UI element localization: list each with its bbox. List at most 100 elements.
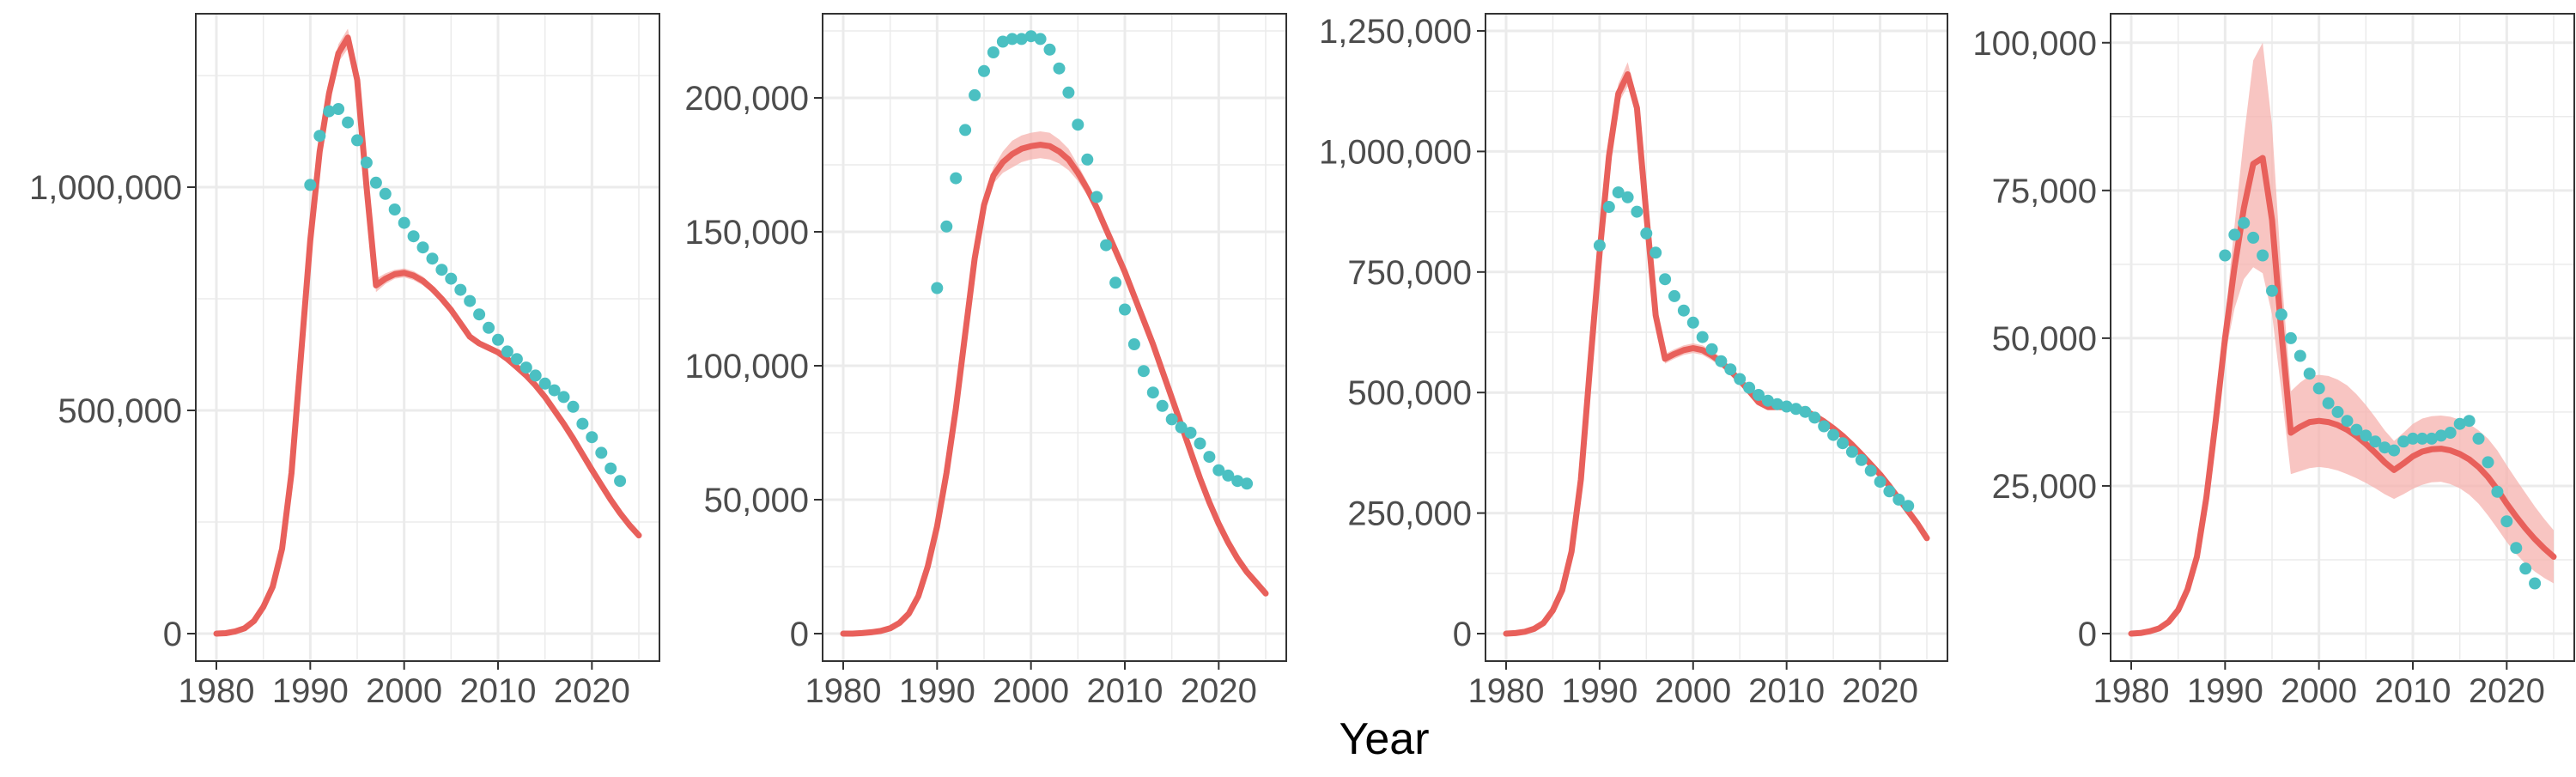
y-tick-label: 0 [1453, 616, 1472, 653]
x-tick-label: 2020 [2469, 672, 2545, 710]
observed-point [576, 417, 589, 430]
observed-point [1119, 303, 1131, 316]
x-tick-label: 2000 [366, 672, 442, 710]
observed-point [1724, 363, 1737, 376]
observed-point [614, 475, 627, 488]
observed-point [2266, 284, 2278, 297]
observed-point [2247, 231, 2260, 244]
observed-point [931, 282, 944, 294]
observed-point [2453, 417, 2466, 430]
observed-point [1593, 239, 1606, 252]
observed-point [1100, 239, 1113, 252]
observed-point [1043, 43, 1056, 56]
observed-point [483, 321, 495, 334]
y-tick-label: 1,000,000 [1319, 133, 1472, 171]
observed-point [1677, 304, 1690, 317]
observed-point [492, 333, 504, 346]
x-tick-label: 2020 [1181, 672, 1257, 710]
observed-point [1034, 33, 1047, 46]
observed-point [2500, 515, 2513, 528]
observed-point [1837, 437, 1849, 450]
observed-point [969, 88, 981, 101]
observed-point [1602, 201, 1615, 213]
observed-point [1789, 403, 1802, 416]
observed-point [2257, 249, 2269, 262]
x-tick-label: 1980 [805, 672, 882, 710]
x-tick-label: 2010 [460, 672, 537, 710]
observed-point [2415, 432, 2428, 445]
observed-point [2472, 432, 2485, 445]
observed-point [1734, 373, 1747, 385]
observed-point [1631, 205, 1643, 218]
observed-point [1231, 475, 1244, 488]
observed-point [2360, 429, 2372, 442]
observed-point [464, 294, 477, 307]
y-tick-label: 500,000 [1347, 374, 1472, 412]
observed-point [2228, 228, 2241, 241]
observed-point [2331, 405, 2344, 418]
observed-point [1184, 427, 1197, 439]
observed-point [510, 353, 523, 366]
x-tick-label: 2010 [1748, 672, 1825, 710]
observed-point [1165, 413, 1178, 426]
observed-point [351, 134, 363, 147]
observed-point [1696, 331, 1709, 343]
panel-border [1485, 13, 1948, 662]
observed-point [2303, 367, 2316, 380]
observed-point [2379, 441, 2391, 454]
observed-point [1715, 355, 1728, 367]
observed-point [1621, 191, 1634, 203]
observed-point [1893, 493, 1905, 506]
y-tick-label: 100,000 [684, 348, 809, 385]
observed-point [1091, 191, 1103, 203]
observed-point [1053, 62, 1066, 75]
observed-point [538, 377, 551, 390]
panel-1: 1980 1990 2000 2010 2020 0 500,000 1,000,000 [29, 13, 660, 710]
observed-point [407, 230, 420, 243]
panel-4: 1980 1990 2000 2010 2020 0 25,000 50,000 75,000 1… [1972, 13, 2575, 710]
observed-point [987, 46, 999, 58]
observed-point [379, 187, 392, 200]
observed-point [1855, 453, 1868, 466]
x-tick-label: 2020 [554, 672, 630, 710]
y-tick-label: 750,000 [1347, 254, 1472, 292]
observed-point [2510, 542, 2523, 555]
observed-point [2284, 331, 2297, 344]
x-tick-label: 1990 [2187, 672, 2263, 710]
panel-border [822, 13, 1287, 662]
observed-point [2238, 216, 2251, 229]
observed-point [1203, 451, 1216, 464]
x-tick-label: 2020 [1842, 672, 1918, 710]
observed-point [2397, 435, 2410, 448]
observed-point [1743, 381, 1756, 394]
observed-point [959, 124, 972, 137]
observed-point [1175, 421, 1188, 434]
observed-point [323, 105, 336, 118]
observed-point [1902, 500, 1915, 513]
observed-point [342, 116, 355, 129]
observed-point [557, 391, 570, 404]
x-axis-title: Year [1339, 714, 1429, 764]
observed-point [501, 345, 513, 358]
observed-point [2341, 415, 2354, 428]
observed-point [1127, 338, 1140, 350]
observed-point [1761, 394, 1774, 407]
observed-point [2275, 308, 2287, 321]
observed-point [2293, 349, 2306, 362]
observed-point [313, 130, 326, 143]
y-tick-label: 75,000 [1992, 173, 2097, 210]
observed-point [416, 241, 429, 254]
y-tick-label: 200,000 [684, 80, 809, 118]
observed-point [1156, 399, 1169, 412]
observed-point [548, 384, 561, 397]
observed-point [2219, 249, 2232, 262]
observed-point [1146, 386, 1159, 399]
x-tick-label: 2010 [2375, 672, 2451, 710]
observed-point [1612, 186, 1625, 199]
observed-point [2425, 432, 2438, 445]
observed-point [1015, 33, 1028, 46]
observed-point [1780, 400, 1793, 413]
observed-point [940, 220, 953, 233]
observed-point [2529, 577, 2542, 590]
